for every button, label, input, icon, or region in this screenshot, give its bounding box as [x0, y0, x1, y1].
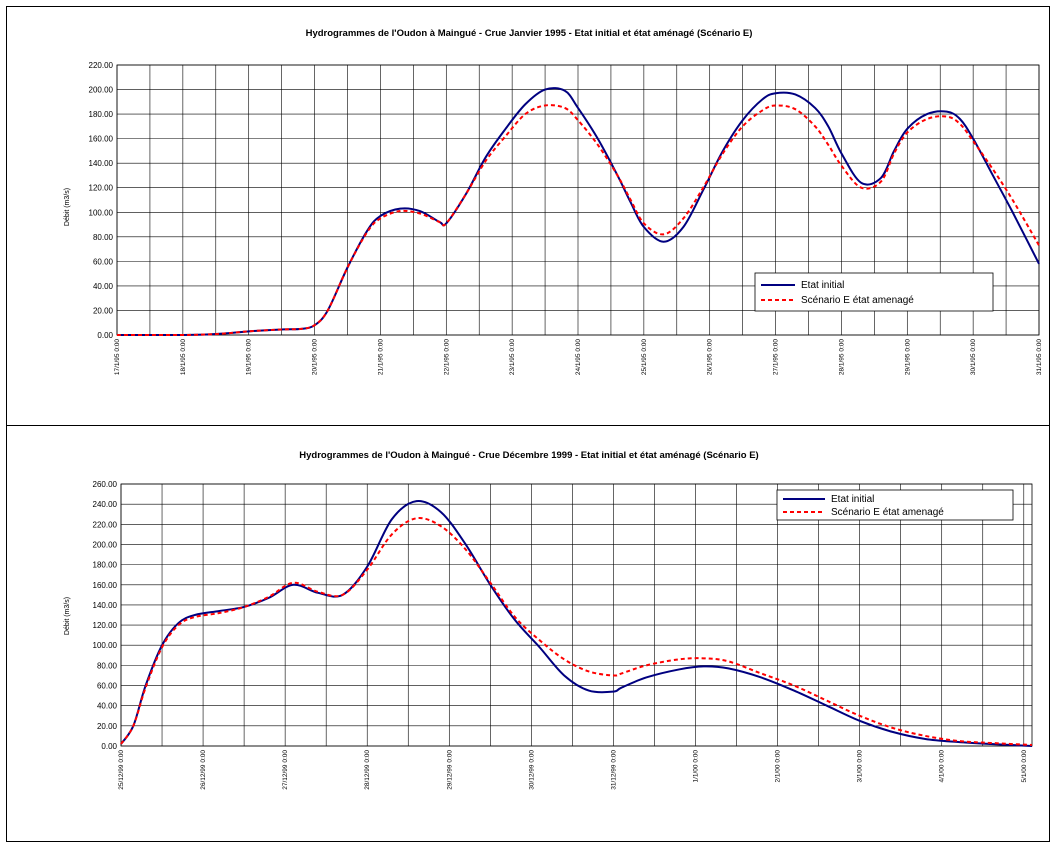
y-tick-label: 20.00: [93, 306, 114, 315]
x-tick-label: 20/1/95 0:00: [312, 339, 319, 376]
x-tick-label: 19/1/95 0:00: [246, 339, 253, 376]
y-tick-label: 180.00: [89, 110, 114, 119]
y-tick-label: 200.00: [93, 540, 118, 549]
chart-january-1995: Hydrogrammes de l'Oudon à Maingué - Crue…: [64, 28, 1043, 376]
x-tick-label: 30/12/99 0:00: [528, 750, 535, 790]
grid: [120, 483, 1033, 747]
chart-december-1999: Hydrogrammes de l'Oudon à Maingué - Crue…: [64, 450, 1033, 790]
x-tick-label: 30/1/95 0:00: [970, 339, 977, 376]
legend-label-etat-initial: Etat initial: [831, 494, 874, 505]
x-tick-label: 3/1/00 0:00: [857, 750, 864, 783]
y-tick-label: 0.00: [97, 331, 113, 340]
chart-panel-december-1999: Hydrogrammes de l'Oudon à Maingué - Crue…: [6, 426, 1050, 842]
y-tick-label: 100.00: [93, 641, 118, 650]
legend-label-etat-initial: Etat initial: [801, 280, 844, 291]
y-tick-label: 160.00: [93, 581, 118, 590]
x-tick-label: 28/1/95 0:00: [838, 339, 845, 376]
series-line-scenario-e: [120, 517, 1033, 746]
chart-panel-january-1995: Hydrogrammes de l'Oudon à Maingué - Crue…: [6, 6, 1050, 426]
x-tick-label: 2/1/00 0:00: [775, 750, 782, 783]
x-tick-label: 21/1/95 0:00: [377, 339, 384, 376]
y-tick-labels: 0.00 20.00 40.00 60.00 80.00 100.00 120.00 140.…: [89, 61, 114, 340]
x-tick-label: 27/1/95 0:00: [773, 339, 780, 376]
chart-title: Hydrogrammes de l'Oudon à Maingué - Crue…: [306, 28, 753, 39]
y-tick-label: 20.00: [97, 722, 118, 731]
y-tick-label: 220.00: [93, 520, 118, 529]
y-tick-label: 120.00: [93, 621, 118, 630]
y-tick-label: 240.00: [93, 500, 118, 509]
y-axis-label: Débit (m3/s): [64, 597, 71, 635]
y-tick-label: 100.00: [89, 208, 114, 217]
grid: [116, 64, 1040, 336]
y-tick-label: 220.00: [89, 61, 114, 70]
x-tick-label: 28/12/99 0:00: [364, 750, 371, 790]
y-tick-label: 120.00: [89, 184, 114, 193]
x-tick-label: 26/1/95 0:00: [707, 339, 714, 376]
y-tick-label: 260.00: [93, 480, 118, 489]
x-tick-label: 25/12/99 0:00: [118, 750, 125, 790]
x-tick-label: 24/1/95 0:00: [575, 339, 582, 376]
x-tick-label: 29/12/99 0:00: [446, 750, 453, 790]
y-tick-label: 60.00: [97, 682, 118, 691]
x-tick-label: 31/12/99 0:00: [610, 750, 617, 790]
x-tick-label: 18/1/95 0:00: [180, 339, 187, 376]
y-tick-label: 80.00: [93, 233, 114, 242]
y-tick-label: 180.00: [93, 561, 118, 570]
y-tick-label: 40.00: [93, 282, 114, 291]
series-lines: [120, 499, 1033, 747]
x-tick-label: 4/1/00 0:00: [939, 750, 946, 783]
x-tick-label: 5/1/00 0:00: [1021, 750, 1028, 783]
x-tick-label: 27/12/99 0:00: [282, 750, 289, 790]
legend-label-scenario-e: Scénario E état amenagé: [831, 507, 944, 518]
y-tick-label: 140.00: [89, 159, 114, 168]
y-tick-label: 140.00: [93, 601, 118, 610]
y-tick-label: 60.00: [93, 257, 114, 266]
legend-box: [754, 272, 994, 312]
chart-title: Hydrogrammes de l'Oudon à Maingué - Crue…: [299, 450, 758, 461]
y-tick-label: 40.00: [97, 702, 118, 711]
series-line-etat-initial: [120, 499, 1033, 747]
x-tick-label: 25/1/95 0:00: [641, 339, 648, 376]
y-tick-label: 160.00: [89, 135, 114, 144]
x-tick-label: 31/1/95 0:00: [1036, 339, 1043, 376]
x-tick-labels: 25/12/99 0:00 26/12/99 0:00 27/12/99 0:00 2…: [118, 750, 1028, 790]
x-tick-label: 22/1/95 0:00: [443, 339, 450, 376]
y-tick-label: 80.00: [97, 661, 118, 670]
x-tick-label: 17/1/95 0:00: [114, 339, 121, 376]
y-tick-label: 0.00: [101, 742, 117, 751]
y-axis-label: Débit (m3/s): [64, 188, 71, 226]
legend-box: [776, 489, 1014, 521]
y-tick-labels: 0.00 20.00 40.00 60.00 80.00 100.00 120.00 140.…: [93, 480, 118, 751]
legend: Etat initial Scénario E état amenagé: [776, 489, 1014, 521]
x-tick-label: 1/1/00 0:00: [693, 750, 700, 783]
plot-area: [120, 483, 1033, 747]
x-tick-label: 23/1/95 0:00: [509, 339, 516, 376]
y-tick-label: 200.00: [89, 86, 114, 95]
x-tick-labels: 17/1/95 0:00 18/1/95 0:00 19/1/95 0:00 20/1…: [114, 339, 1043, 376]
series-line-scenario-e: [117, 104, 1040, 337]
x-tick-label: 26/12/99 0:00: [200, 750, 207, 790]
legend: Etat initial Scénario E état amenagé: [754, 272, 994, 312]
legend-label-scenario-e: Scénario E état amenagé: [801, 295, 914, 306]
series-lines: [117, 87, 1040, 337]
x-tick-label: 29/1/95 0:00: [904, 339, 911, 376]
